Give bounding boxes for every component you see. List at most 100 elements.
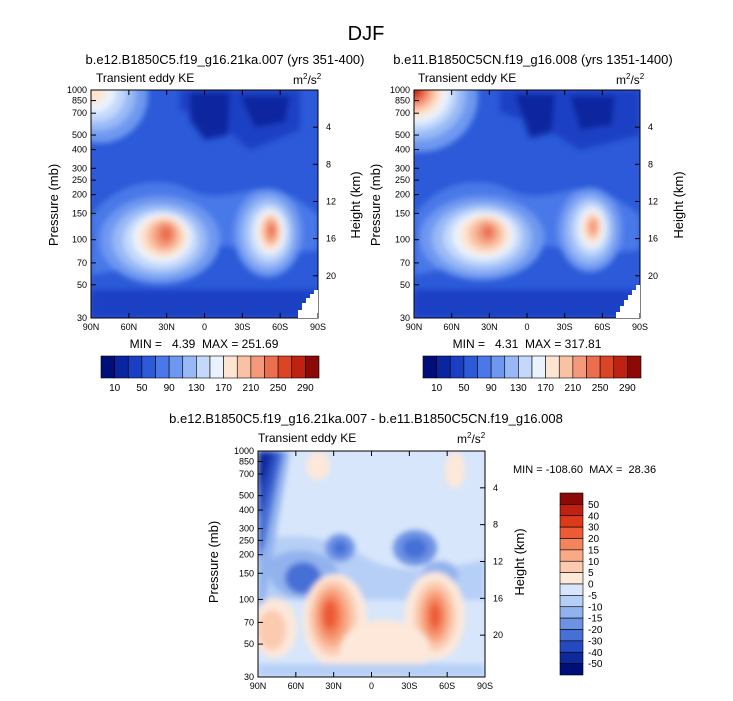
- y-right-tick-label: 20: [493, 630, 503, 640]
- y-tick-label: 700: [239, 469, 254, 479]
- x-tick-label: 30N: [325, 681, 342, 691]
- x-tick-label: 90S: [632, 322, 648, 332]
- y-tick-label: 250: [72, 175, 87, 185]
- y-tick-label: 850: [239, 456, 254, 466]
- colorbar-label: -10: [588, 602, 603, 613]
- colorbar-label: 90: [486, 383, 498, 394]
- x-tick-label: 90N: [83, 322, 100, 332]
- x-tick-label: 30S: [557, 322, 573, 332]
- panel-3-left-label: Transient eddy KE: [258, 431, 356, 445]
- colorbar-label: 250: [270, 383, 287, 394]
- y-tick-label: 500: [395, 130, 410, 140]
- panel-1-surface-band: [91, 290, 318, 318]
- y-right-tick-label: 8: [648, 159, 653, 169]
- figure-title: DJF: [348, 23, 385, 45]
- colorbar-label: -15: [588, 614, 603, 625]
- y-tick-label: 50: [244, 639, 254, 649]
- y-tick-label: 50: [400, 280, 410, 290]
- panel-1-left-label: Transient eddy KE: [96, 71, 194, 85]
- y-tick-label: 70: [77, 258, 87, 268]
- panel-1-ylabel-right: Height (km): [348, 171, 363, 238]
- colorbar-label: 130: [510, 383, 527, 394]
- y-tick-label: 200: [239, 550, 254, 560]
- colorbar-swatch: [627, 355, 642, 379]
- panel-3-ylabel-right: Height (km): [512, 528, 527, 595]
- colorbar-label: 50: [458, 383, 470, 394]
- colorbar-label: -5: [588, 591, 597, 602]
- colorbar-label: 10: [431, 383, 443, 394]
- panel-1-title: b.e12.B1850C5.f19_g16.21ka.007 (yrs 351-…: [86, 52, 365, 67]
- panel-1: b.e12.B1850C5.f19_g16.21ka.007 (yrs 351-…: [46, 52, 365, 394]
- x-tick-label: 30N: [481, 322, 498, 332]
- colorbar-swatch: [305, 355, 320, 379]
- colorbar-swatch: [586, 355, 601, 379]
- panel-2-surface-band: [414, 290, 640, 318]
- colorbar-swatch: [436, 355, 451, 379]
- colorbar-label: 290: [619, 383, 636, 394]
- panel-3-neg-column-darkest: [258, 451, 272, 490]
- colorbar-swatch: [209, 355, 224, 379]
- panel-1-colorbar: 10 50 90 130 170 210 250 290: [100, 355, 320, 394]
- panel-2-axes: 90N 60N 30N 0 30S 60S 90S 30 50 70 100 150 200 250 300…: [390, 85, 658, 332]
- panel-3-field: [258, 451, 485, 677]
- x-tick-label: 0: [369, 681, 374, 691]
- y-tick-label: 150: [395, 208, 410, 218]
- colorbar-label: 10: [588, 557, 600, 568]
- colorbar-label: 20: [588, 534, 600, 545]
- colorbar-swatch: [168, 355, 184, 379]
- colorbar-swatch: [100, 355, 115, 379]
- colorbar-swatch: [559, 549, 584, 562]
- colorbar-swatch: [545, 355, 560, 379]
- y-right-tick-label: 12: [493, 556, 503, 566]
- panel-1-ylabel: Pressure (mb): [46, 164, 61, 246]
- colorbar-label: 10: [109, 383, 121, 394]
- colorbar-swatch: [559, 606, 584, 619]
- colorbar-label: 40: [588, 511, 600, 522]
- y-tick-label: 150: [239, 568, 254, 578]
- colorbar-label: 15: [588, 545, 600, 556]
- y-tick-label: 300: [395, 163, 410, 173]
- colorbar-label: 90: [164, 383, 176, 394]
- colorbar-swatch: [223, 355, 238, 379]
- colorbar-swatch: [277, 355, 293, 379]
- colorbar-label: 50: [588, 500, 600, 511]
- y-tick-label: 700: [395, 108, 410, 118]
- y-tick-label: 1000: [390, 85, 410, 95]
- y-tick-label: 500: [239, 491, 254, 501]
- colorbar-swatch: [559, 572, 584, 585]
- x-tick-label: 60S: [439, 681, 455, 691]
- y-tick-label: 1000: [234, 446, 254, 456]
- colorbar-swatch: [559, 629, 584, 642]
- x-tick-label: 90N: [406, 322, 423, 332]
- panel-2-missing-data: [616, 285, 640, 318]
- colorbar-swatch: [559, 595, 584, 608]
- panel-3-stats: MIN = -108.60 MAX = 28.36: [513, 464, 656, 476]
- panel-2-title: b.e11.B1850C5CN.f19_g16.008 (yrs 1351-14…: [393, 52, 672, 67]
- y-tick-label: 700: [72, 108, 87, 118]
- colorbar-label: 210: [243, 383, 260, 394]
- colorbar-label: 0: [588, 580, 594, 591]
- colorbar-swatch: [422, 355, 437, 379]
- y-right-tick-label: 12: [326, 196, 336, 206]
- x-tick-label: 60S: [272, 322, 288, 332]
- colorbar-swatch: [559, 538, 584, 551]
- y-tick-label: 300: [239, 524, 254, 534]
- colorbar-swatch: [559, 492, 584, 505]
- colorbar-label: 290: [297, 383, 314, 394]
- colorbar-swatch: [141, 355, 156, 379]
- panel-2-units: m2/s2: [616, 72, 645, 87]
- colorbar-swatch: [559, 617, 584, 630]
- colorbar-swatch: [236, 355, 252, 379]
- colorbar-label: -40: [588, 648, 603, 659]
- panel-2-field: [414, 90, 640, 318]
- colorbar-label: 130: [188, 383, 205, 394]
- y-tick-label: 150: [72, 208, 87, 218]
- y-tick-label: 100: [72, 235, 87, 245]
- colorbar-label: -20: [588, 625, 603, 636]
- panel-3: b.e12.B1850C5.f19_g16.21ka.007 - b.e11.B…: [169, 411, 656, 691]
- colorbar-label: 5: [588, 568, 594, 579]
- panel-1-units: m2/s2: [293, 72, 322, 87]
- y-right-tick-label: 8: [326, 159, 331, 169]
